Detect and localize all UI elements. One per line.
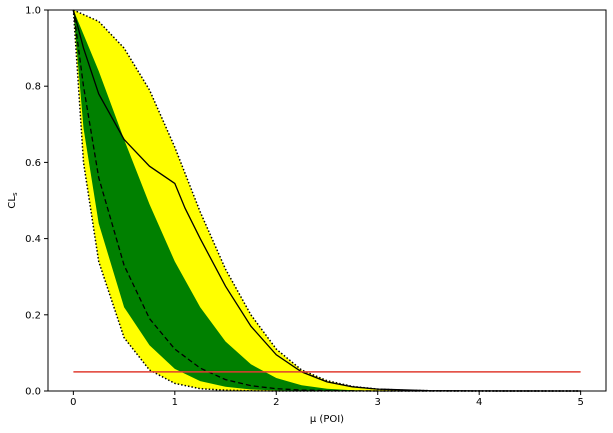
y-tick-label: 0.0 [25, 387, 41, 398]
x-tick-label: 2 [273, 397, 279, 408]
y-tick-label: 0.8 [25, 82, 41, 93]
axes-frame [47, 9, 607, 392]
y-axis-label-main: CL [7, 196, 18, 209]
band-2sigma [73, 10, 581, 391]
x-tick-label: 3 [375, 397, 381, 408]
x-tick-label: 0 [70, 397, 76, 408]
x-axis-label: μ (POI) [310, 414, 344, 425]
y-tick-label: 0.2 [25, 310, 41, 321]
x-tick-label: 1 [172, 397, 178, 408]
y-axis-label: CLs [7, 192, 19, 209]
y-tick-label: 1.0 [25, 6, 41, 17]
plot-area [72, 9, 581, 392]
x-tick-label: 4 [476, 397, 482, 408]
observed-line [72, 9, 581, 392]
y-tick-label: 0.4 [25, 234, 41, 245]
axis-ticks: 0 1 2 3 4 5 0.0 0.2 0.4 0.6 0.8 1.0 [25, 6, 584, 409]
y-axis-label-subscript: s [11, 192, 19, 196]
x-tick-label: 5 [577, 397, 583, 408]
y-tick-label: 0.6 [25, 158, 41, 169]
band-edge-expected-plus-2sigma [73, 9, 581, 392]
